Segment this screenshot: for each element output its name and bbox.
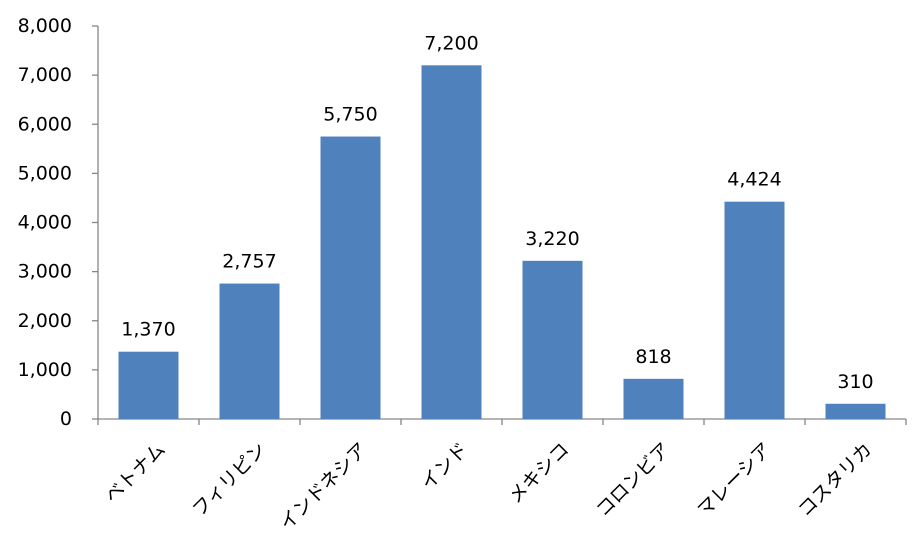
- y-axis-tick-label: 4,000: [18, 212, 72, 234]
- x-axis-category-labels: ベトナム フィリピン インドネシア インド メキシコ コロンビア マレーシア コスタリカ: [101, 439, 877, 535]
- chart-bars: [118, 65, 886, 420]
- bar: [421, 65, 482, 420]
- y-axis-tick-label: 6,000: [18, 113, 72, 135]
- category-label: メキシコ: [504, 439, 573, 508]
- y-axis-tick-label: 7,000: [18, 64, 72, 86]
- y-axis-tick-label: 1,000: [18, 359, 72, 381]
- y-axis-tick-label: 2,000: [18, 310, 72, 332]
- y-axis-tick-label: 0: [60, 408, 72, 430]
- category-label: ベトナム: [101, 439, 170, 508]
- bar: [320, 136, 381, 419]
- y-axis-tick-label: 5,000: [18, 162, 72, 184]
- data-label: 2,757: [222, 251, 276, 273]
- bar: [522, 260, 583, 419]
- data-label: 310: [837, 371, 873, 393]
- bar: [219, 283, 280, 419]
- category-label: インドネシア: [275, 439, 371, 535]
- chart-data-labels: 1,370 2,757 5,750 7,200 3,220 818 4,424 310: [121, 32, 873, 392]
- data-label: 5,750: [323, 104, 377, 126]
- bar: [825, 403, 886, 419]
- y-axis-tick-labels: 0 1,000 2,000 3,000 4,000 5,000 6,000 7,000 8,00…: [18, 15, 72, 430]
- data-label: 1,370: [121, 319, 175, 341]
- data-label: 7,200: [424, 32, 478, 54]
- data-label: 818: [635, 346, 671, 368]
- category-label: コロンビア: [592, 439, 675, 522]
- y-axis-tick-label: 3,000: [18, 261, 72, 283]
- y-axis-tick-label: 8,000: [18, 15, 72, 37]
- bar: [724, 201, 785, 419]
- data-label: 4,424: [727, 169, 781, 191]
- category-label: コスタリカ: [794, 439, 877, 522]
- bar: [623, 378, 684, 419]
- category-label: マレーシア: [693, 439, 775, 521]
- bar: [118, 351, 179, 419]
- category-label: インド: [417, 439, 473, 495]
- data-label: 3,220: [525, 228, 579, 250]
- category-label: フィリピン: [188, 439, 270, 521]
